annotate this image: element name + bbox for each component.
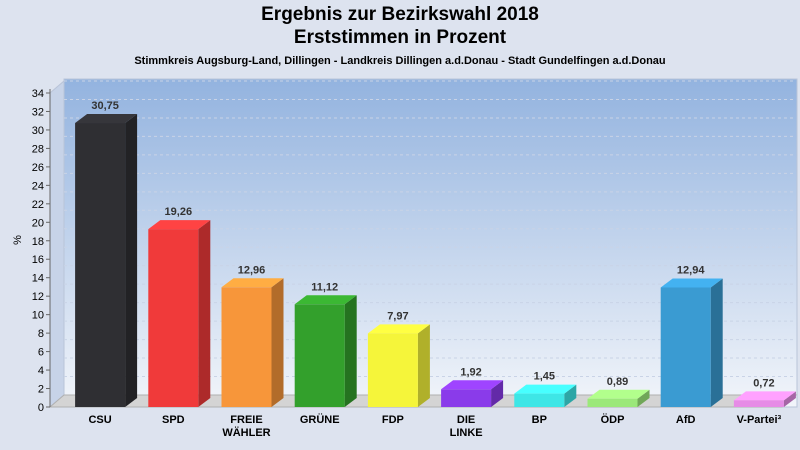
bar-value-label: 11,12	[311, 281, 338, 293]
bar	[514, 384, 577, 407]
x-category-label: FDP	[382, 414, 404, 426]
y-tick-label: 24	[32, 180, 44, 192]
chart-subtitle: Erststimmen in Prozent	[293, 27, 507, 48]
chart-title: Ergebnis zur Bezirkswahl 2018	[261, 4, 539, 25]
plot-side-wall	[49, 79, 65, 409]
y-tick-label: 30	[32, 125, 44, 137]
bar	[587, 389, 650, 407]
x-category-label: DIE	[457, 414, 475, 426]
x-category-label: V-Partei³	[737, 414, 782, 426]
y-tick-label: 22	[32, 199, 44, 211]
y-axis-label: %	[12, 235, 24, 245]
y-tick-label: 4	[38, 365, 44, 377]
x-category-label: GRÜNE	[300, 413, 340, 426]
bar	[367, 324, 430, 407]
bar-value-label: 12,94	[677, 264, 705, 276]
y-tick-label: 12	[32, 291, 44, 303]
bar-value-label: 0,72	[753, 377, 774, 389]
y-tick-label: 34	[32, 88, 44, 100]
bar	[441, 380, 504, 407]
x-category-label: BP	[532, 414, 547, 426]
bar-value-label: 12,96	[238, 264, 266, 276]
x-category-label: AfD	[676, 414, 696, 426]
y-tick-label: 28	[32, 143, 44, 155]
bar-value-label: 30,75	[91, 100, 119, 112]
chart-caption: Stimmkreis Augsburg-Land, Dillingen - La…	[134, 55, 666, 67]
x-category-label: FREIE	[230, 414, 262, 426]
x-category-label: SPD	[162, 414, 185, 426]
y-tick-label: 18	[32, 236, 44, 248]
x-category-label: ÖDP	[601, 413, 625, 426]
bar	[75, 114, 138, 407]
y-tick-label: 8	[38, 328, 44, 340]
bar-value-label: 1,45	[534, 371, 555, 383]
x-category-label: CSU	[88, 414, 111, 426]
y-tick-label: 10	[32, 310, 44, 322]
bar-value-label: 19,26	[165, 206, 193, 218]
y-tick-label: 20	[32, 217, 44, 229]
bar-value-label: 7,97	[387, 310, 408, 322]
y-tick-label: 26	[32, 162, 44, 174]
bar	[294, 295, 357, 407]
bar-value-label: 1,92	[460, 366, 481, 378]
y-tick-label: 32	[32, 106, 44, 118]
y-tick-label: 0	[38, 402, 44, 414]
bar	[221, 278, 284, 407]
y-tick-label: 14	[32, 273, 44, 285]
y-tick-label: 2	[38, 384, 44, 396]
x-category-label: WÄHLER	[222, 426, 270, 439]
bar	[148, 220, 211, 407]
y-tick-label: 6	[38, 347, 44, 359]
bar	[660, 278, 723, 407]
bar	[733, 391, 796, 407]
x-category-label: LINKE	[450, 427, 483, 439]
bar-value-label: 0,89	[607, 376, 628, 388]
y-tick-label: 16	[32, 254, 44, 266]
